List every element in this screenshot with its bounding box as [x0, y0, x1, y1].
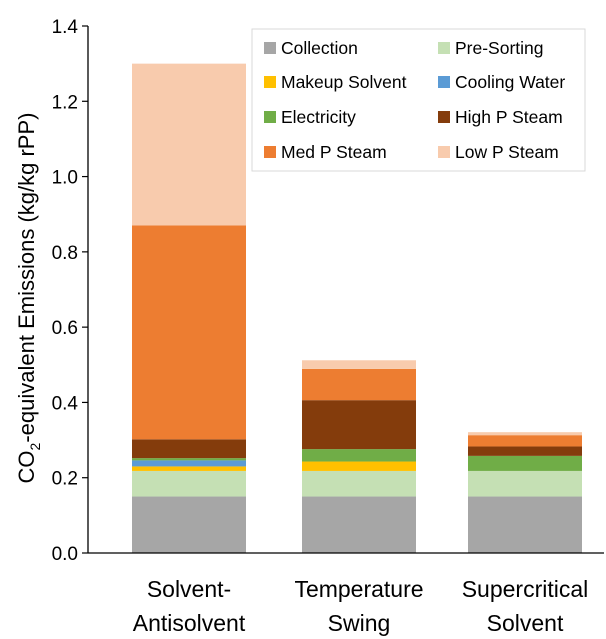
bar-segment-0-3: [132, 460, 246, 467]
y-tick-label: 0.6: [52, 318, 78, 339]
axes-group: [87, 26, 604, 554]
y-axis-label: CO2-equivalent Emissions (kg/kg rPP): [14, 113, 43, 484]
y-tick-label: 1.2: [52, 92, 78, 113]
bar-segment-0-0: [132, 496, 246, 553]
legend-label: Cooling Water: [455, 72, 565, 92]
legend-swatch: [264, 146, 276, 158]
legend-swatch: [438, 146, 450, 158]
bar-segment-0-2: [132, 466, 246, 471]
legend-label: Electricity: [281, 107, 356, 127]
legend: Collection Pre-Sorting Makeup Solvent Cooli…: [251, 28, 586, 172]
category-label: Solvent: [487, 610, 564, 636]
bar-segment-2-4: [468, 455, 582, 471]
y-tick-label: 1.4: [52, 17, 79, 38]
category-label: Solvent-: [147, 576, 231, 602]
bar-segment-2-5: [468, 446, 582, 456]
bar-segment-2-0: [468, 496, 582, 553]
bar-segment-2-6: [468, 435, 582, 447]
category-label: Swing: [328, 610, 391, 636]
y-tick-label: 0.4: [52, 393, 79, 414]
bar-segment-0-7: [132, 63, 246, 226]
category-label: Temperature: [294, 576, 423, 602]
legend-label: High P Steam: [455, 107, 563, 127]
bar-segment-0-5: [132, 439, 246, 459]
bar-segment-1-6: [302, 368, 416, 401]
legend-label: Collection: [281, 38, 358, 58]
bar-segment-1-7: [302, 360, 416, 369]
bar-segment-2-7: [468, 432, 582, 436]
legend-label: Low P Steam: [455, 142, 559, 162]
legend-swatch: [438, 111, 450, 123]
legend-label: Makeup Solvent: [281, 72, 407, 92]
legend-box: [251, 28, 586, 172]
bar-segment-1-4: [302, 449, 416, 462]
bars-group: [132, 63, 582, 553]
legend-swatch: [264, 111, 276, 123]
y-tick-label: 1.0: [52, 168, 78, 189]
legend-label: Pre-Sorting: [455, 38, 544, 58]
bar-segment-1-5: [302, 400, 416, 450]
y-tick-label: 0.0: [52, 544, 78, 565]
legend-swatch: [438, 42, 450, 54]
category-label: Supercritical: [462, 576, 589, 602]
legend-swatch: [264, 76, 276, 88]
bar-segment-1-0: [302, 496, 416, 553]
bar-segment-1-1: [302, 470, 416, 497]
bar-segment-2-1: [468, 470, 582, 497]
bar-segment-0-1: [132, 470, 246, 497]
y-ticks-group: 0.0 0.2 0.4 0.6 0.8 1.0 1.2 1.4: [52, 17, 88, 565]
y-tick-label: 0.2: [52, 469, 78, 490]
bar-segment-1-2: [302, 461, 416, 471]
bar-segment-0-4: [132, 458, 246, 461]
bar-segment-0-6: [132, 225, 246, 440]
legend-label: Med P Steam: [281, 142, 387, 162]
legend-swatch: [264, 42, 276, 54]
legend-swatch: [438, 76, 450, 88]
category-label: Antisolvent: [133, 610, 246, 636]
category-labels-group: Solvent- Antisolvent Temperature Swing Super…: [133, 576, 589, 636]
y-tick-label: 0.8: [52, 243, 78, 264]
